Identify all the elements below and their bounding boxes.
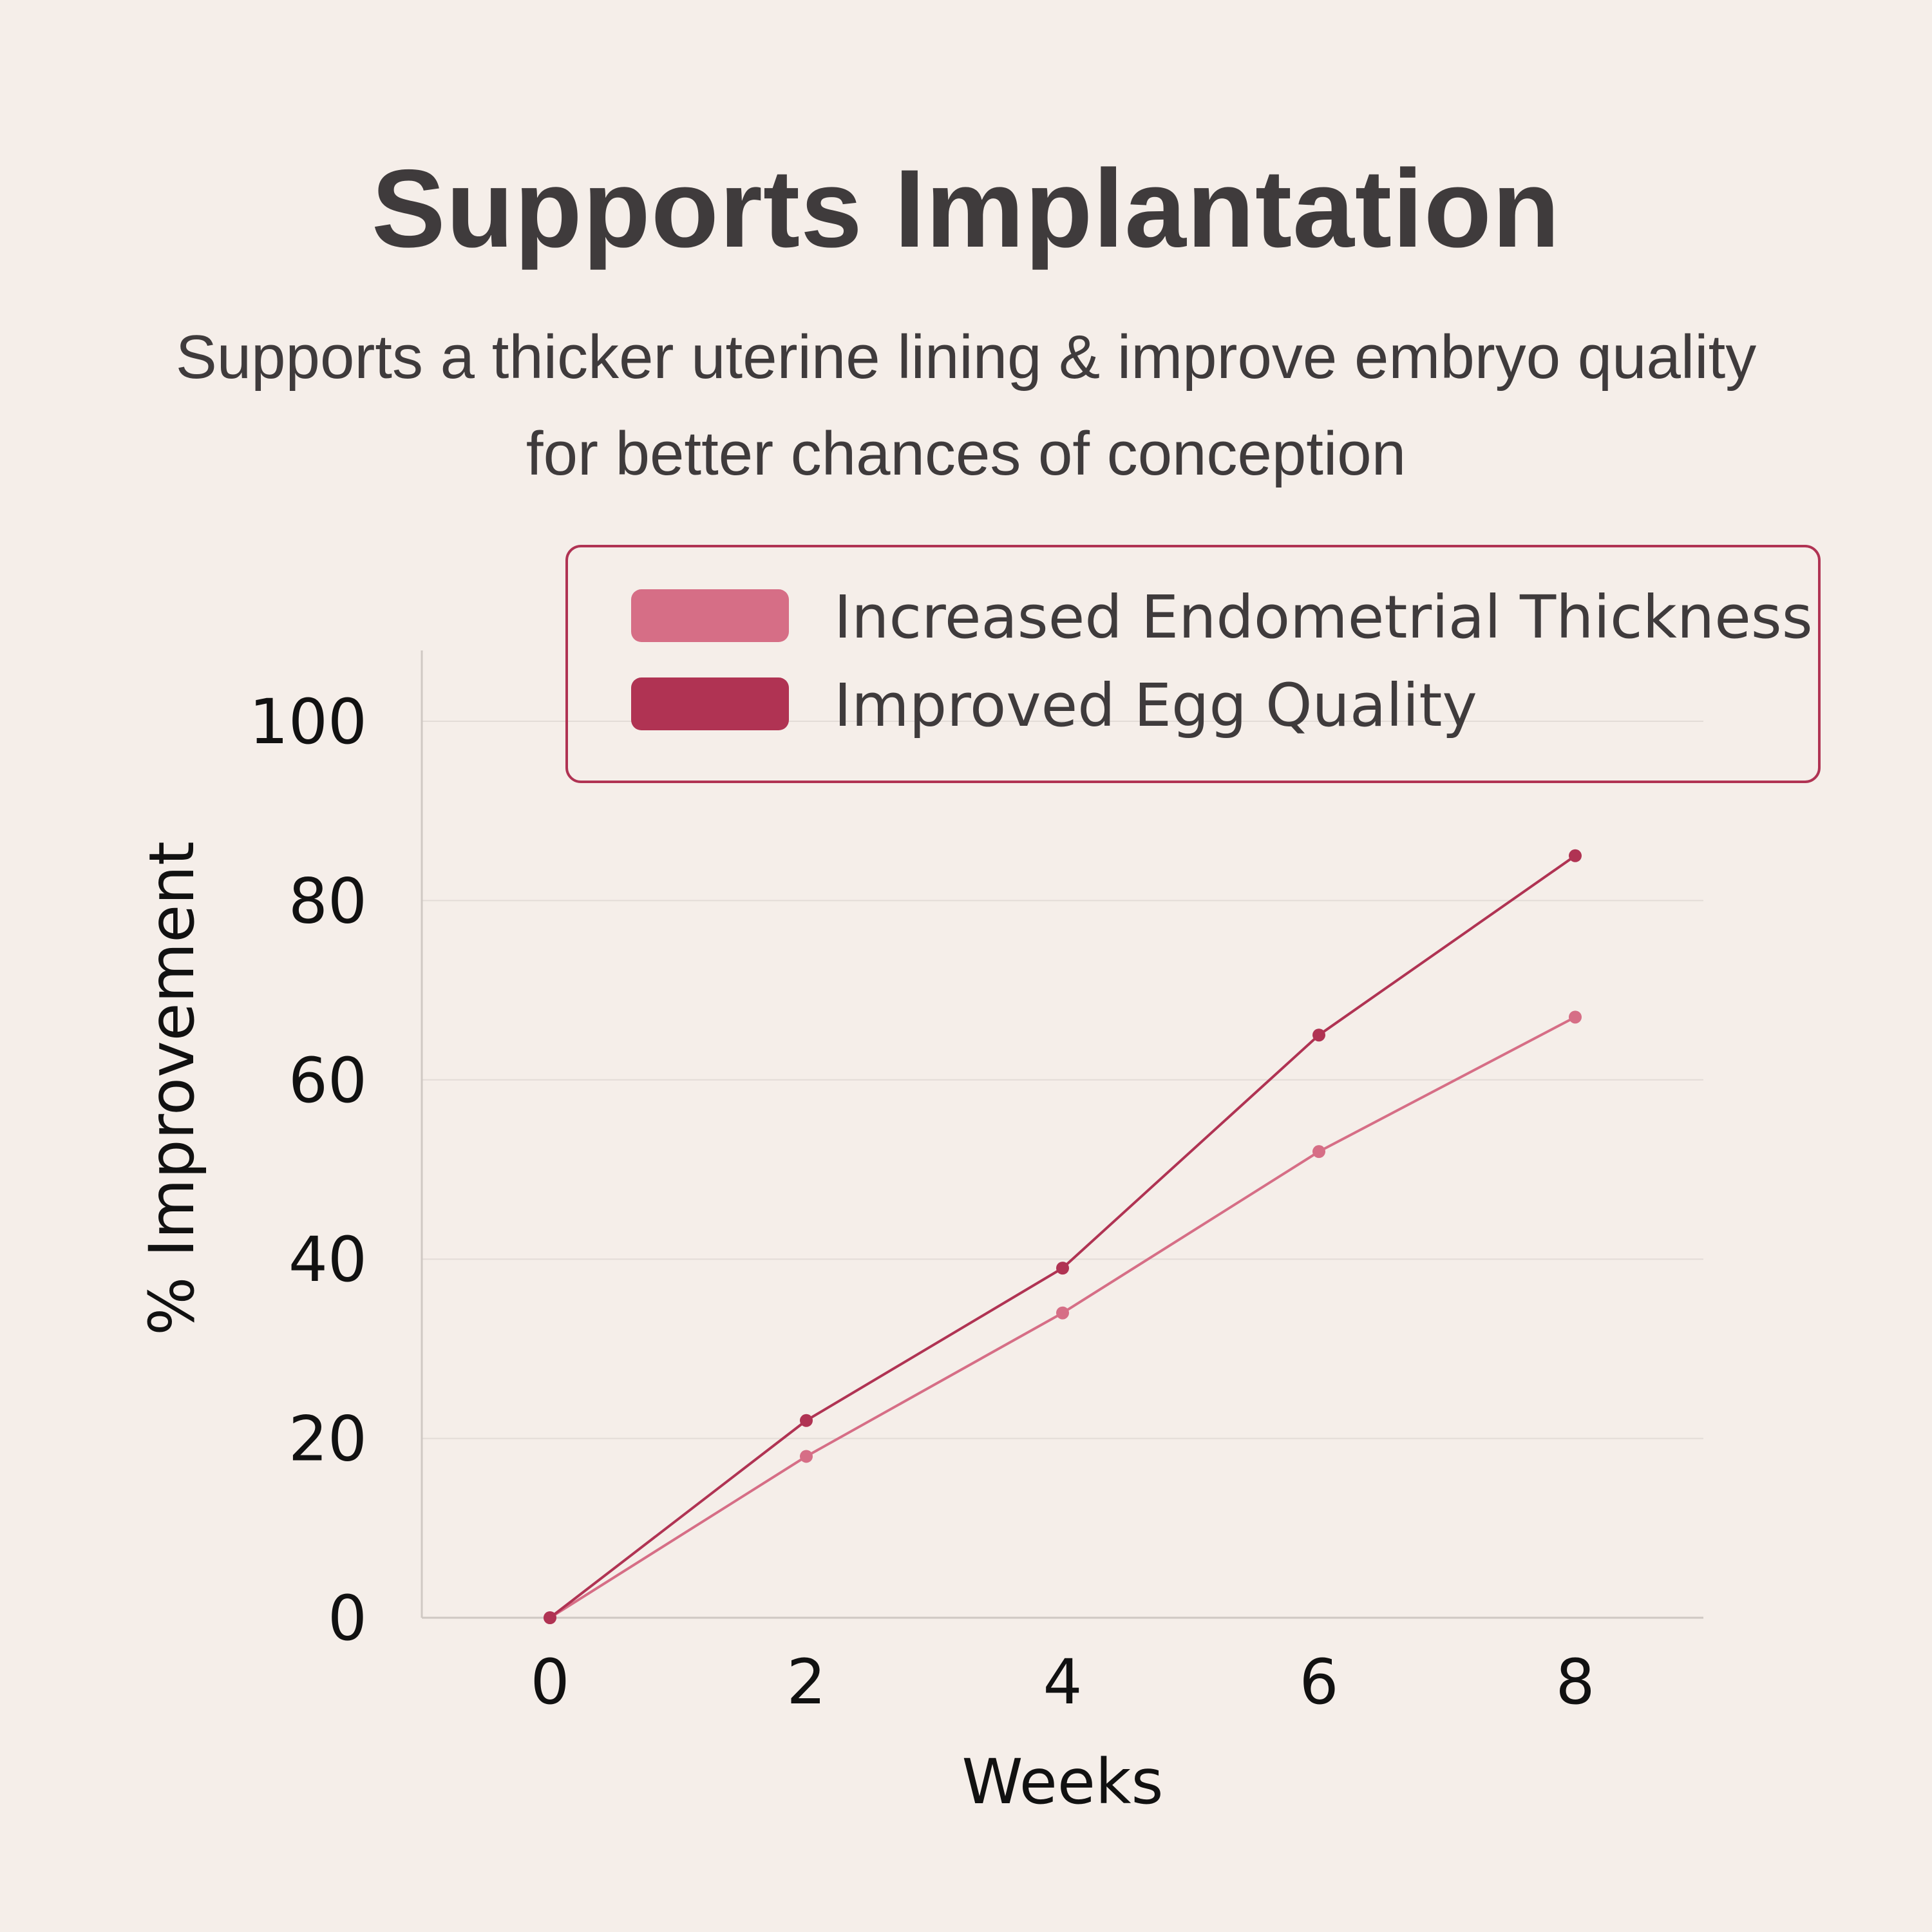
y-tick-label-80: 80 [289,865,367,937]
legend-swatch-endometrial [631,589,789,642]
tick-labels: 0 20 40 60 80 100 0 2 4 6 8 [249,686,1595,1718]
data-point-egg-quality-2 [800,1414,813,1427]
legend-box [565,545,1821,783]
x-axis-title: Weeks [961,1746,1163,1818]
data-point-egg-quality-4 [1056,1262,1069,1275]
series-lines [544,849,1582,1624]
legend: Increased Endometrial Thickness Improved… [565,545,1821,783]
y-tick-label-100: 100 [249,686,367,758]
data-point-endometrial-8 [1569,1010,1582,1024]
y-tick-label-0: 0 [328,1582,367,1654]
page-subtitle: Supports a thicker uterine lining & impr… [175,323,1757,488]
data-point-endometrial-6 [1312,1145,1325,1159]
data-point-egg-quality-8 [1569,849,1582,862]
x-tick-label-2: 2 [786,1646,826,1718]
y-tick-label-40: 40 [289,1224,367,1296]
data-point-endometrial-2 [800,1450,813,1463]
page-title: Supports Implantation [371,147,1561,270]
data-point-endometrial-4 [1056,1306,1069,1320]
y-axis-title: % Improvement [136,841,208,1336]
y-tick-label-60: 60 [289,1045,367,1117]
series-line-egg-quality [549,855,1577,1619]
grid-lines [422,721,1703,1439]
x-tick-label-6: 6 [1299,1646,1338,1718]
x-tick-label-8: 8 [1555,1646,1595,1718]
axes [421,650,1703,1619]
y-tick-label-20: 20 [289,1403,367,1475]
x-tick-label-0: 0 [530,1646,569,1718]
data-point-egg-quality-0 [544,1611,556,1624]
legend-label-endometrial: Increased Endometrial Thickness [834,583,1813,652]
legend-swatch-egg-quality [631,677,789,730]
legend-label-egg-quality: Improved Egg Quality [834,671,1477,740]
x-tick-label-4: 4 [1043,1646,1082,1718]
data-point-egg-quality-6 [1312,1028,1325,1042]
